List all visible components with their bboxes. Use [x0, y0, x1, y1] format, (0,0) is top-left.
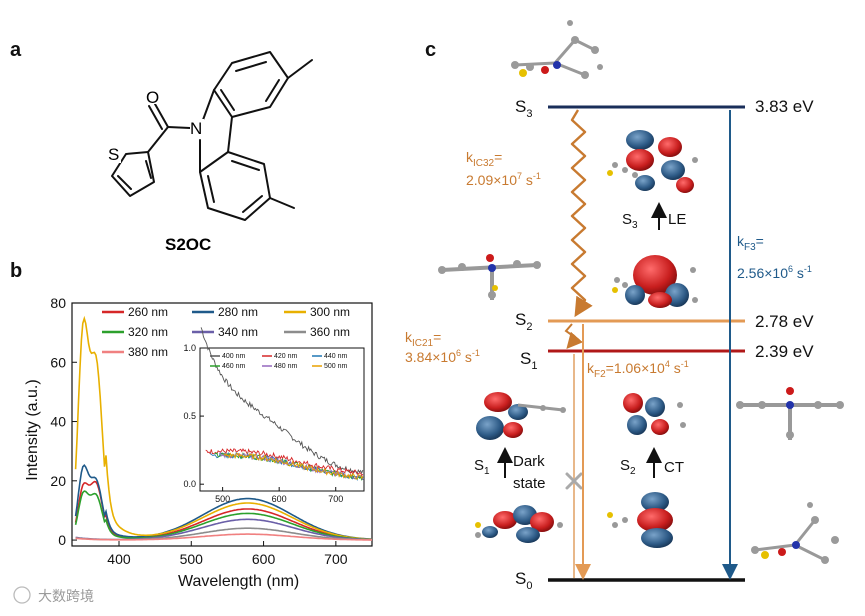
inset-x-tick: 500 — [215, 494, 230, 504]
rate-kf2: kF2=1.06×104 s-1 — [587, 359, 689, 380]
x-tick-label: 600 — [252, 551, 276, 567]
methyl-lower — [269, 197, 295, 209]
watermark-logo-icon — [13, 586, 31, 604]
molecule-atom-labels: O N S — [107, 88, 204, 164]
transition-s2-ct: CT — [664, 459, 684, 476]
y-axis-ticks: 0 20 40 60 80 — [50, 295, 77, 548]
label-s1: S1 — [520, 349, 537, 372]
transition-s1-state: state — [513, 475, 546, 492]
panel-letter-c: c — [425, 39, 436, 61]
blocked-cross-icon — [565, 472, 583, 490]
atom-s: S — [108, 145, 119, 164]
molecule-model-s3-orbital — [607, 130, 698, 193]
inset-legend-label: 440 nm — [324, 353, 348, 360]
molecule-name: S2OC — [165, 235, 211, 254]
molecule-model-s2-side — [438, 254, 541, 300]
inset-legend-label: 420 nm — [274, 353, 298, 360]
molecule-structure — [111, 51, 313, 221]
legend-label: 300 nm — [310, 305, 350, 319]
molecule-model-s0 — [751, 502, 839, 564]
inset-frame — [199, 347, 365, 492]
panel-letter-b: b — [10, 260, 22, 282]
inset-series-line — [223, 452, 364, 480]
x-tick-label: 400 — [107, 551, 131, 567]
molecule-model-s1-side — [736, 387, 844, 440]
rate-kic21-value: 3.84×106 s-1 — [405, 348, 480, 365]
inset-x-tick: 700 — [328, 494, 343, 504]
molecule-model-s1-lower-orbital — [475, 505, 563, 543]
inset-series-line — [218, 451, 364, 480]
x-axis-ticks: 400 500 600 700 — [107, 541, 348, 567]
chart-series — [74, 315, 373, 541]
label-s3: S3 — [515, 97, 532, 120]
watermark: 大数跨境 — [13, 586, 94, 604]
arrow-ic21 — [564, 323, 583, 350]
methyl-upper — [287, 59, 313, 79]
molecule-model-s3-top — [511, 20, 603, 79]
y-axis-label: Intensity (a.u.) — [24, 379, 41, 480]
inset-y-tick: 1.0 — [183, 343, 196, 353]
transition-s1-dark: Dark — [513, 453, 545, 470]
watermark-text: 大数跨境 — [38, 588, 94, 604]
x-tick-label: 500 — [180, 551, 204, 567]
molecule-model-s2-ct-lower-orbital — [607, 492, 673, 548]
energy-s3: 3.83 eV — [755, 97, 814, 116]
series-line-380-nm — [75, 533, 372, 541]
y-tick-label: 40 — [50, 414, 66, 430]
molecule-model-s1-orbital — [476, 392, 566, 440]
series-line-320-nm — [74, 490, 372, 541]
y-tick-label: 20 — [50, 473, 66, 489]
transition-s2-from: S2 — [620, 457, 636, 477]
inset-legend-label: 460 nm — [222, 363, 246, 370]
inset-series-line — [200, 327, 364, 476]
y-tick-label: 80 — [50, 295, 66, 311]
series-line-280-nm — [74, 463, 373, 540]
x-tick-label: 700 — [324, 551, 348, 567]
rate-kf3: kF3= — [737, 233, 764, 253]
legend-label: 380 nm — [128, 345, 168, 359]
arrow-ic32 — [570, 109, 593, 318]
inset-x-tick: 600 — [272, 494, 287, 504]
legend-label: 340 nm — [218, 325, 258, 339]
x-axis-label: Wavelength (nm) — [178, 573, 299, 590]
inset-ticks: 0.0 0.5 1.0 500 600 700 — [183, 343, 343, 504]
inset-series — [200, 327, 364, 482]
molecule-model-s2-orbital — [612, 255, 698, 308]
label-s2: S2 — [515, 310, 532, 333]
legend-label: 280 nm — [218, 305, 258, 319]
y-tick-label: 0 — [58, 532, 66, 548]
series-line-300-nm — [74, 315, 373, 541]
inset-legend: 400 nm 420 nm 440 nm 460 nm 480 nm 500 nm — [210, 353, 348, 370]
chart-legend: 260 nm 280 nm 300 nm 320 nm 340 nm 360 nm 380 … — [102, 305, 350, 359]
panel-letter-a: a — [10, 39, 22, 61]
label-s0: S0 — [515, 569, 532, 592]
chart-frame — [71, 302, 373, 547]
rate-kf3-value: 2.56×106 s-1 — [737, 264, 812, 281]
atom-o: O — [146, 88, 159, 107]
inset-y-tick: 0.0 — [183, 479, 196, 489]
inset-chart: 0.0 0.5 1.0 500 600 700 400 nm 420 nm 440 nm 460… — [183, 327, 365, 504]
transition-s1-from: S1 — [474, 457, 490, 477]
inset-legend-label: 400 nm — [222, 353, 246, 360]
atom-n: N — [190, 119, 202, 138]
inset-y-tick: 0.5 — [183, 411, 196, 421]
rate-kic21: kIC21= — [405, 329, 441, 349]
inset-legend-label: 500 nm — [324, 363, 348, 370]
energy-s1: 2.39 eV — [755, 342, 814, 361]
molecule-model-s2-ct-orbital — [623, 393, 686, 435]
rate-kic32-value: 2.09×107 s-1 — [466, 171, 541, 188]
transition-s3-le: LE — [668, 211, 686, 228]
legend-label: 260 nm — [128, 305, 168, 319]
transition-s3-le-from: S3 — [622, 211, 638, 231]
legend-label: 360 nm — [310, 325, 350, 339]
legend-label: 320 nm — [128, 325, 168, 339]
rate-kic32: kIC32= — [466, 149, 502, 169]
y-tick-label: 60 — [50, 354, 66, 370]
thiophene-ring — [111, 151, 155, 197]
energy-s2: 2.78 eV — [755, 312, 814, 331]
inset-legend-label: 480 nm — [274, 363, 298, 370]
emission-chart: 0 20 40 60 80 400 500 600 700 260 nm 280 nm 300 n… — [24, 295, 373, 590]
